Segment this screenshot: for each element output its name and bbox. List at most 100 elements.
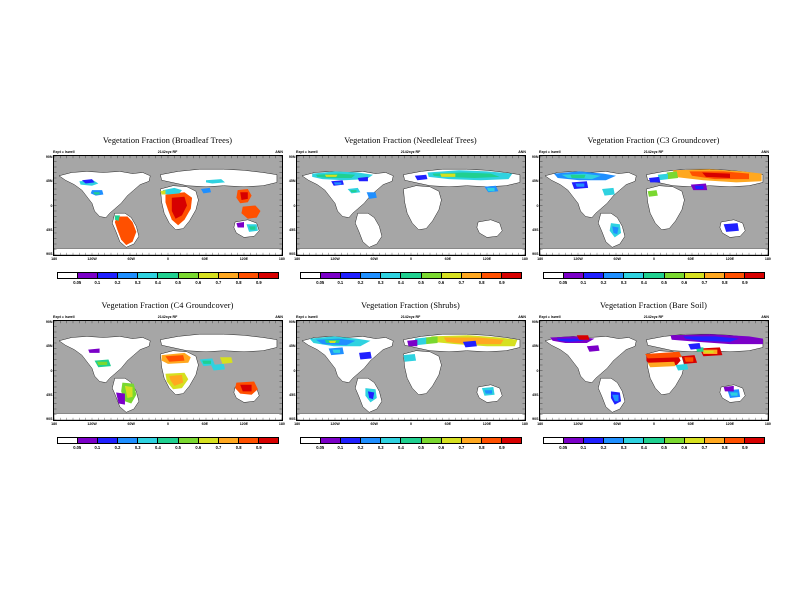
colorbar-tick-label: 0.1 <box>94 444 101 450</box>
map-broadleaf-trees <box>53 155 283 256</box>
colorbar-tick-label: 0.1 <box>94 279 101 285</box>
y-tick: 45S <box>532 227 539 232</box>
colorbar-tick-label: 0.2 <box>600 444 607 450</box>
colorbar-segment-6 <box>664 273 685 278</box>
colorbar-segment-2 <box>341 438 362 443</box>
colorbar-tick-label: 0.9 <box>741 444 748 450</box>
colorbar-labels: 0.05 0.1 0.2 0.3 0.4 0.5 0.6 0.7 0.8 0.9 <box>300 280 522 288</box>
colorbar-segment-10 <box>258 273 279 278</box>
colorbar-segment-9 <box>724 273 745 278</box>
colorbar-segment-2 <box>98 273 119 278</box>
colorbar-tick-label: 0.3 <box>620 279 627 285</box>
colorbar-segment-5 <box>644 438 665 443</box>
colorbar-segment-4 <box>138 273 159 278</box>
colorbar-labels: 0.05 0.1 0.2 0.3 0.4 0.5 0.6 0.7 0.8 0.9 <box>57 280 279 288</box>
colorbar-segment-9 <box>724 438 745 443</box>
colorbar-tick-label: 0.8 <box>235 279 242 285</box>
panel-bare-soil: Vegetation Fraction (Bare Soil) Expt = l… <box>532 301 775 469</box>
x-tick: 120E <box>725 257 735 261</box>
colorbar-tick-label: 0.6 <box>195 279 202 285</box>
y-tick: 0 <box>536 203 539 208</box>
data-layer <box>550 334 763 405</box>
panel-header-right: ANN <box>275 315 283 319</box>
y-tick: 0 <box>50 203 53 208</box>
colorbar-segment-2 <box>584 438 605 443</box>
colorbar-tick-label: 0.5 <box>418 279 424 285</box>
y-tick: 45S <box>532 392 539 397</box>
y-tick: 45N <box>288 344 296 349</box>
tick-marks <box>54 156 282 255</box>
colorbar-strip <box>543 437 765 444</box>
x-tick: 120E <box>482 257 492 261</box>
colorbar-segment-6 <box>421 273 442 278</box>
panel-shrubs: Vegetation Fraction (Shrubs) Expt = lswe… <box>289 301 532 469</box>
panel-broadleaf-trees: Vegetation Fraction (Broadleaf Trees) Ex… <box>46 136 289 304</box>
colorbar-tick-label: 0.6 <box>438 444 445 450</box>
colorbar-segment-9 <box>238 273 259 278</box>
colorbar-segment-3 <box>604 273 625 278</box>
colorbar-segment-7 <box>198 273 219 278</box>
x-tick: 60W <box>127 257 135 261</box>
y-tick: 45S <box>46 392 53 397</box>
colorbar-tick-label: 0.05 <box>316 444 325 450</box>
panel-header-right: ANN <box>518 150 526 154</box>
x-tick: 120W <box>573 422 583 426</box>
x-tick: 0 <box>653 257 655 261</box>
x-tick: 0 <box>410 422 412 426</box>
colorbar-segment-6 <box>421 438 442 443</box>
panel-header-left: Expt = lswell <box>296 150 318 154</box>
x-axis: 180 120W 60W 0 60E 120E 180 <box>294 257 528 266</box>
colorbar-tick-label: 0.7 <box>215 444 222 450</box>
map-bare-soil <box>539 320 769 421</box>
colorbar-tick-label: 0.05 <box>73 444 82 450</box>
panel-header-right: ANN <box>275 150 283 154</box>
y-axis: 90N 45N 0 45S 90S <box>532 320 539 421</box>
colorbar-tick-label: 0.1 <box>337 444 344 450</box>
x-tick: 60W <box>613 422 621 426</box>
y-axis: 90N 45N 0 45S 90S <box>46 155 53 256</box>
panel-header-left: Expt = lswell <box>53 315 75 319</box>
x-axis: 180 120W 60W 0 60E 120E 180 <box>51 257 285 266</box>
colorbar-segment-2 <box>341 273 362 278</box>
colorbar-c4-groundcover: 0.05 0.1 0.2 0.3 0.4 0.5 0.6 0.7 0.8 0.9 <box>57 437 279 453</box>
land-layer <box>297 334 525 420</box>
x-tick: 180 <box>537 257 544 261</box>
colorbar-tick-label: 0.5 <box>175 444 181 450</box>
map-needleleaf-trees <box>296 155 526 256</box>
y-tick: 90S <box>46 416 53 421</box>
colorbar-tick-label: 0.6 <box>195 444 202 450</box>
y-axis: 90N 45N 0 45S 90S <box>289 320 296 421</box>
panel-c3-groundcover: Vegetation Fraction (C3 Groundcover) Exp… <box>532 136 775 304</box>
colorbar-segment-0 <box>58 273 79 278</box>
y-tick: 0 <box>536 368 539 373</box>
colorbar-segment-7 <box>441 273 462 278</box>
colorbar-tick-label: 0.3 <box>377 444 384 450</box>
panel-title: Vegetation Fraction (Shrubs) <box>361 301 460 310</box>
colorbar-tick-label: 0.3 <box>134 279 141 285</box>
colorbar-segment-7 <box>198 438 219 443</box>
y-tick: 45N <box>45 344 53 349</box>
colorbar-segment-9 <box>481 438 502 443</box>
panel-header-mid: 2142xyz RF <box>643 150 664 154</box>
colorbar-strip <box>300 272 522 279</box>
colorbar-segment-5 <box>158 273 179 278</box>
colorbar-tick-label: 0.9 <box>498 279 505 285</box>
colorbar-tick-label: 0.9 <box>255 279 262 285</box>
tick-marks <box>297 321 525 420</box>
colorbar-segment-2 <box>584 273 605 278</box>
tick-marks <box>540 156 768 255</box>
colorbar-tick-label: 0.2 <box>600 279 607 285</box>
x-tick: 120E <box>239 257 249 261</box>
colorbar-segment-10 <box>501 438 522 443</box>
colorbar-tick-label: 0.9 <box>255 444 262 450</box>
colorbar-segment-8 <box>704 273 725 278</box>
panel-header-left: Expt = lswell <box>296 315 318 319</box>
y-tick: 90S <box>46 251 53 256</box>
panel-header-right: ANN <box>761 315 769 319</box>
colorbar-segment-8 <box>461 273 482 278</box>
colorbar-segment-0 <box>301 273 322 278</box>
colorbar-c3-groundcover: 0.05 0.1 0.2 0.3 0.4 0.5 0.6 0.7 0.8 0.9 <box>543 272 765 288</box>
data-layer <box>79 179 261 246</box>
map-svg <box>54 321 282 420</box>
